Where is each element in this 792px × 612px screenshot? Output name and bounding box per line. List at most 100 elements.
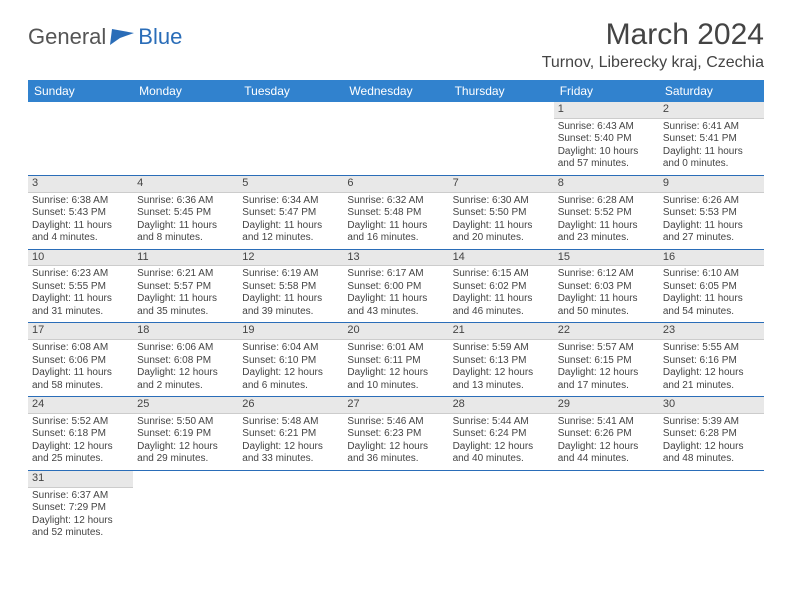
daylight-text: Daylight: 11 hours and 31 minutes. (32, 293, 129, 318)
calendar-cell (554, 470, 659, 543)
sunrise-text: Sunrise: 6:26 AM (663, 195, 760, 208)
sunrise-text: Sunrise: 6:43 AM (558, 121, 655, 134)
day-number: 31 (28, 471, 133, 488)
sunrise-text: Sunrise: 5:52 AM (32, 416, 129, 429)
day-number: 28 (449, 397, 554, 414)
daylight-text: Daylight: 11 hours and 12 minutes. (242, 220, 339, 245)
day-number: 15 (554, 250, 659, 267)
calendar-cell: 14Sunrise: 6:15 AMSunset: 6:02 PMDayligh… (449, 249, 554, 323)
sunrise-text: Sunrise: 5:41 AM (558, 416, 655, 429)
calendar-cell: 21Sunrise: 5:59 AMSunset: 6:13 PMDayligh… (449, 323, 554, 397)
calendar-cell: 6Sunrise: 6:32 AMSunset: 5:48 PMDaylight… (343, 175, 448, 249)
logo-text-blue: Blue (138, 24, 182, 50)
calendar-cell: 13Sunrise: 6:17 AMSunset: 6:00 PMDayligh… (343, 249, 448, 323)
calendar-cell: 18Sunrise: 6:06 AMSunset: 6:08 PMDayligh… (133, 323, 238, 397)
sunset-text: Sunset: 5:50 PM (453, 207, 550, 220)
calendar-cell: 24Sunrise: 5:52 AMSunset: 6:18 PMDayligh… (28, 397, 133, 471)
sunrise-text: Sunrise: 6:01 AM (347, 342, 444, 355)
sunset-text: Sunset: 6:19 PM (137, 428, 234, 441)
calendar-cell (238, 102, 343, 175)
calendar-cell: 10Sunrise: 6:23 AMSunset: 5:55 PMDayligh… (28, 249, 133, 323)
sunset-text: Sunset: 6:18 PM (32, 428, 129, 441)
day-number: 17 (28, 323, 133, 340)
calendar-cell: 5Sunrise: 6:34 AMSunset: 5:47 PMDaylight… (238, 175, 343, 249)
sunrise-text: Sunrise: 6:38 AM (32, 195, 129, 208)
day-number: 9 (659, 176, 764, 193)
day-number: 21 (449, 323, 554, 340)
daylight-text: Daylight: 12 hours and 21 minutes. (663, 367, 760, 392)
sunset-text: Sunset: 5:41 PM (663, 133, 760, 146)
daylight-text: Daylight: 12 hours and 44 minutes. (558, 441, 655, 466)
day-number: 16 (659, 250, 764, 267)
calendar-cell: 27Sunrise: 5:46 AMSunset: 6:23 PMDayligh… (343, 397, 448, 471)
day-number: 30 (659, 397, 764, 414)
daylight-text: Daylight: 11 hours and 27 minutes. (663, 220, 760, 245)
daylight-text: Daylight: 12 hours and 48 minutes. (663, 441, 760, 466)
daylight-text: Daylight: 11 hours and 54 minutes. (663, 293, 760, 318)
sunset-text: Sunset: 6:23 PM (347, 428, 444, 441)
daylight-text: Daylight: 12 hours and 13 minutes. (453, 367, 550, 392)
daylight-text: Daylight: 12 hours and 2 minutes. (137, 367, 234, 392)
sunset-text: Sunset: 6:03 PM (558, 281, 655, 294)
daylight-text: Daylight: 11 hours and 8 minutes. (137, 220, 234, 245)
sunrise-text: Sunrise: 5:50 AM (137, 416, 234, 429)
logo-flag-icon (110, 27, 136, 47)
sunset-text: Sunset: 6:15 PM (558, 355, 655, 368)
sunset-text: Sunset: 7:29 PM (32, 502, 129, 515)
calendar-cell: 17Sunrise: 6:08 AMSunset: 6:06 PMDayligh… (28, 323, 133, 397)
daylight-text: Daylight: 12 hours and 25 minutes. (32, 441, 129, 466)
calendar-cell: 25Sunrise: 5:50 AMSunset: 6:19 PMDayligh… (133, 397, 238, 471)
sunrise-text: Sunrise: 5:48 AM (242, 416, 339, 429)
calendar-cell: 4Sunrise: 6:36 AMSunset: 5:45 PMDaylight… (133, 175, 238, 249)
sunset-text: Sunset: 5:57 PM (137, 281, 234, 294)
sunrise-text: Sunrise: 6:23 AM (32, 268, 129, 281)
day-number: 1 (554, 102, 659, 119)
day-number: 13 (343, 250, 448, 267)
sunset-text: Sunset: 5:55 PM (32, 281, 129, 294)
sunset-text: Sunset: 5:43 PM (32, 207, 129, 220)
sunrise-text: Sunrise: 6:10 AM (663, 268, 760, 281)
sunrise-text: Sunrise: 6:19 AM (242, 268, 339, 281)
sunset-text: Sunset: 6:16 PM (663, 355, 760, 368)
day-number: 18 (133, 323, 238, 340)
col-sunday: Sunday (28, 80, 133, 102)
calendar-cell (449, 102, 554, 175)
daylight-text: Daylight: 11 hours and 43 minutes. (347, 293, 444, 318)
daylight-text: Daylight: 12 hours and 17 minutes. (558, 367, 655, 392)
sunrise-text: Sunrise: 6:17 AM (347, 268, 444, 281)
sunrise-text: Sunrise: 6:08 AM (32, 342, 129, 355)
col-friday: Friday (554, 80, 659, 102)
calendar-cell: 1Sunrise: 6:43 AMSunset: 5:40 PMDaylight… (554, 102, 659, 175)
sunrise-text: Sunrise: 5:44 AM (453, 416, 550, 429)
title-block: March 2024 Turnov, Liberecky kraj, Czech… (542, 18, 764, 72)
calendar-cell: 8Sunrise: 6:28 AMSunset: 5:52 PMDaylight… (554, 175, 659, 249)
sunrise-text: Sunrise: 6:41 AM (663, 121, 760, 134)
col-monday: Monday (133, 80, 238, 102)
daylight-text: Daylight: 12 hours and 36 minutes. (347, 441, 444, 466)
calendar-cell: 28Sunrise: 5:44 AMSunset: 6:24 PMDayligh… (449, 397, 554, 471)
sunrise-text: Sunrise: 6:28 AM (558, 195, 655, 208)
sunset-text: Sunset: 6:08 PM (137, 355, 234, 368)
calendar-cell: 9Sunrise: 6:26 AMSunset: 5:53 PMDaylight… (659, 175, 764, 249)
calendar-row: 24Sunrise: 5:52 AMSunset: 6:18 PMDayligh… (28, 397, 764, 471)
calendar-cell: 3Sunrise: 6:38 AMSunset: 5:43 PMDaylight… (28, 175, 133, 249)
sunset-text: Sunset: 6:26 PM (558, 428, 655, 441)
sunrise-text: Sunrise: 6:12 AM (558, 268, 655, 281)
header-row: Sunday Monday Tuesday Wednesday Thursday… (28, 80, 764, 102)
day-number: 12 (238, 250, 343, 267)
calendar-cell (659, 470, 764, 543)
calendar-cell: 12Sunrise: 6:19 AMSunset: 5:58 PMDayligh… (238, 249, 343, 323)
col-thursday: Thursday (449, 80, 554, 102)
daylight-text: Daylight: 10 hours and 57 minutes. (558, 146, 655, 171)
calendar-cell: 20Sunrise: 6:01 AMSunset: 6:11 PMDayligh… (343, 323, 448, 397)
day-number: 10 (28, 250, 133, 267)
calendar-cell: 30Sunrise: 5:39 AMSunset: 6:28 PMDayligh… (659, 397, 764, 471)
calendar-cell: 22Sunrise: 5:57 AMSunset: 6:15 PMDayligh… (554, 323, 659, 397)
daylight-text: Daylight: 12 hours and 52 minutes. (32, 515, 129, 540)
sunset-text: Sunset: 5:47 PM (242, 207, 339, 220)
sunset-text: Sunset: 5:48 PM (347, 207, 444, 220)
header: General Blue March 2024 Turnov, Libereck… (28, 18, 764, 72)
day-number: 11 (133, 250, 238, 267)
calendar-cell (238, 470, 343, 543)
sunset-text: Sunset: 5:58 PM (242, 281, 339, 294)
